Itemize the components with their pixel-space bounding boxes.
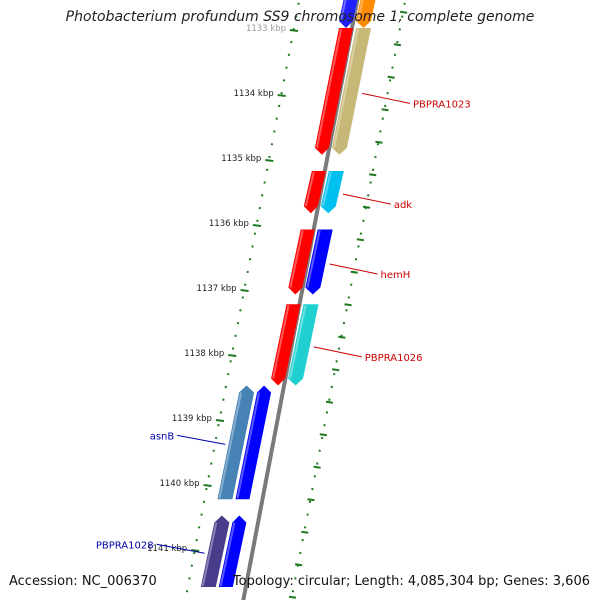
minor-tick bbox=[393, 43, 402, 47]
gene-arrow[interactable] bbox=[303, 171, 326, 214]
gene-label-layer: PBPRA1023 adk hemH PBPRA1026 asnB PBPRA1028 bbox=[96, 92, 471, 554]
gene-highlight bbox=[306, 230, 321, 288]
gene-arrow[interactable] bbox=[218, 515, 247, 588]
outer-tick-rail bbox=[290, 0, 407, 600]
kbp-tick bbox=[252, 224, 262, 227]
minor-tick bbox=[362, 205, 371, 209]
minor-tick bbox=[399, 10, 408, 14]
kbp-tick bbox=[277, 94, 286, 97]
gene-highlight bbox=[315, 28, 342, 148]
gene-highlight bbox=[332, 28, 359, 148]
gene-arrow[interactable] bbox=[217, 385, 255, 500]
minor-tick bbox=[381, 108, 389, 112]
kbp-tick bbox=[203, 484, 212, 487]
gene-layer bbox=[200, 0, 383, 588]
gene-arrow[interactable] bbox=[200, 515, 230, 588]
minor-tick bbox=[375, 140, 383, 144]
kbp-tick-label: 1134 kbp bbox=[234, 89, 274, 99]
kbp-tick bbox=[228, 354, 237, 357]
minor-tick bbox=[319, 433, 327, 437]
gene-label[interactable]: hemH bbox=[381, 270, 411, 281]
gene-highlight bbox=[218, 392, 243, 499]
gene-highlight bbox=[272, 305, 290, 379]
minor-tick bbox=[325, 400, 334, 404]
gene-label-leader bbox=[177, 434, 226, 445]
kbp-tick-label: 1139 kbp bbox=[172, 414, 212, 424]
gene-arrow[interactable] bbox=[320, 171, 344, 214]
kbp-tick bbox=[289, 29, 299, 32]
map-title: Photobacterium profundum SS9 chromosome … bbox=[65, 9, 535, 25]
gene-highlight bbox=[219, 522, 236, 587]
gene-label[interactable]: adk bbox=[394, 200, 412, 211]
gene-arrow[interactable] bbox=[314, 28, 353, 155]
gene-label-leader bbox=[313, 346, 362, 358]
gene-label[interactable]: PBPRA1023 bbox=[413, 99, 471, 110]
minor-tick bbox=[307, 498, 315, 502]
accession-text: Accession: NC_006370 bbox=[9, 574, 157, 589]
gene-highlight bbox=[340, 0, 347, 22]
kbp-tick bbox=[265, 159, 274, 162]
gene-highlight bbox=[289, 230, 304, 288]
kbp-tick-layer: 1133 kbp 1134 kbp 1135 kbp 1136 kbp 1137 kbp… bbox=[147, 0, 408, 600]
kbp-tick-label: 1133 kbp bbox=[246, 24, 286, 34]
kbp-tick-label: 1138 kbp bbox=[184, 349, 224, 359]
gene-label-leader bbox=[156, 543, 205, 554]
gene-arrow[interactable] bbox=[331, 28, 371, 155]
gene-highlight bbox=[201, 522, 218, 587]
minor-tick bbox=[338, 335, 346, 339]
gene-arrow[interactable] bbox=[339, 0, 365, 28]
gene-highlight bbox=[304, 171, 315, 207]
gene-arrow[interactable] bbox=[288, 229, 315, 295]
minor-tick bbox=[301, 530, 309, 534]
gene-arrow[interactable] bbox=[271, 304, 301, 386]
gene-highlight bbox=[289, 305, 307, 379]
kbp-tick-label: 1136 kbp bbox=[209, 219, 249, 229]
minor-tick bbox=[332, 368, 340, 372]
gene-label-leader bbox=[342, 193, 391, 205]
minor-tick bbox=[356, 238, 365, 242]
kbp-tick-label: 1135 kbp bbox=[221, 154, 261, 164]
gene-arrow[interactable] bbox=[356, 0, 383, 28]
topology-text: Topology: circular; Length: 4,085,304 bp… bbox=[232, 574, 590, 589]
minor-tick bbox=[387, 75, 395, 79]
inner-tick-rail bbox=[184, 0, 301, 600]
kbp-tick bbox=[240, 289, 249, 292]
kbp-tick bbox=[191, 549, 200, 552]
kbp-tick-label: 1141 kbp bbox=[147, 544, 187, 554]
gene-label[interactable]: asnB bbox=[150, 431, 175, 442]
gene-label[interactable]: PBPRA1028 bbox=[96, 540, 154, 551]
kbp-tick-label: 1137 kbp bbox=[197, 284, 237, 294]
gene-arrow[interactable] bbox=[288, 304, 319, 386]
minor-tick bbox=[344, 303, 352, 307]
minor-tick bbox=[313, 465, 321, 469]
gene-highlight bbox=[321, 171, 332, 207]
gene-arrow[interactable] bbox=[305, 229, 333, 295]
kbp-tick bbox=[215, 419, 225, 422]
minor-tick bbox=[294, 563, 303, 567]
gene-highlight bbox=[357, 0, 364, 22]
minor-tick bbox=[369, 173, 377, 177]
minor-tick bbox=[288, 595, 297, 599]
gene-label-leader bbox=[329, 263, 378, 275]
minor-tick bbox=[350, 270, 358, 274]
gene-arrow[interactable] bbox=[235, 385, 272, 500]
kbp-tick-label: 1140 kbp bbox=[159, 479, 199, 489]
gene-highlight bbox=[236, 392, 261, 499]
gene-label[interactable]: PBPRA1026 bbox=[365, 353, 423, 364]
gene-label-leader bbox=[361, 92, 411, 104]
